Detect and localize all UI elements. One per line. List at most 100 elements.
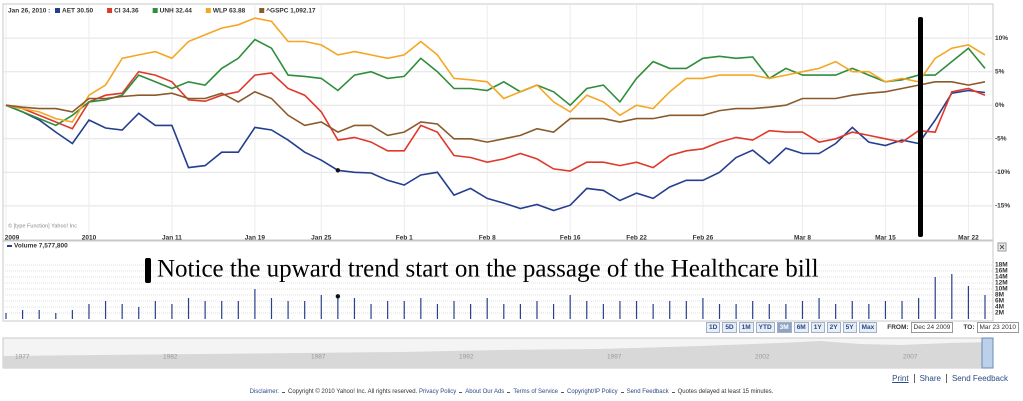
link[interactable]: Send Feedback	[945, 374, 1013, 383]
range-button[interactable]: 2Y	[826, 322, 841, 333]
volume-bar	[353, 298, 356, 319]
range-button[interactable]: 3M	[776, 322, 792, 333]
volume-bar	[221, 301, 223, 319]
annotation-marker	[145, 258, 151, 283]
navigator-years: 1977 1982 1987 1992 1997 2002 2007	[15, 354, 918, 361]
footer-item[interactable]: Privacy Policy	[418, 389, 457, 395]
legend-label: CI 34.36	[114, 8, 139, 15]
close-button[interactable]	[997, 242, 1007, 252]
series-line	[5, 89, 986, 212]
separator	[507, 391, 511, 393]
volume-bar	[967, 286, 970, 319]
volume-bar	[536, 301, 538, 319]
y-tick-label: 8M	[995, 292, 1004, 299]
footer-item[interactable]: About Our Ads	[465, 389, 505, 395]
legend-swatch	[107, 8, 113, 13]
footer-item[interactable]: Send Feedback	[626, 389, 669, 395]
y-tick-label: 10%	[995, 35, 1008, 42]
volume-bar	[752, 301, 754, 319]
range-button[interactable]: YTD	[755, 322, 775, 333]
range-button[interactable]: 6M	[793, 322, 809, 333]
volume-bar	[370, 304, 372, 319]
y-tick-label: 10M	[995, 286, 1008, 293]
legend-label: ^GSPC 1,092.17	[266, 7, 316, 15]
navigator-year: 1982	[163, 354, 178, 361]
y-tick-label: 6M	[995, 298, 1004, 305]
volume-bar	[801, 301, 804, 319]
volume-bar	[121, 304, 123, 319]
from-input[interactable]: Dec 24 2009	[910, 322, 954, 333]
volume-bar	[984, 295, 986, 319]
annotation-bar	[918, 17, 923, 237]
volume-bar	[934, 277, 936, 319]
volume-bar	[835, 304, 837, 319]
links: Print Share Send Feedback	[887, 374, 1013, 383]
volume-bar	[702, 298, 704, 319]
x-tick-label: Feb 1	[396, 235, 413, 242]
separator	[459, 391, 463, 393]
range-button[interactable]: 5D	[722, 322, 737, 333]
range-controls: 1D 5D 1M YTD 3M 6M 1Y 2Y 5Y Max FROM: Dec 24 2009 TO…	[706, 322, 1019, 333]
to-label: TO:	[963, 324, 975, 331]
volume-bar	[685, 301, 687, 319]
footer-item: Quotes delayed at least 15 minutes.	[677, 389, 774, 395]
separator	[671, 391, 675, 393]
separator	[281, 391, 285, 393]
volume-bar	[868, 304, 870, 319]
volume-bar	[237, 301, 239, 319]
range-button[interactable]: Max	[858, 322, 878, 333]
volume-bar	[503, 304, 505, 319]
legend-label: AET 30.50	[62, 8, 93, 15]
volume-bar	[204, 301, 206, 319]
legend-label: WLP 63.88	[213, 8, 246, 15]
range-button[interactable]: 5Y	[842, 322, 857, 333]
to-input[interactable]: Mar 23 2010	[976, 322, 1019, 333]
volume-bar	[851, 301, 853, 319]
y-tick-label: 0%	[995, 102, 1005, 109]
x-tick-label: Jan 25	[311, 235, 332, 242]
footer-item[interactable]: Copyright/IP Policy	[567, 389, 618, 395]
volume-bar	[552, 304, 555, 319]
y-tick-label: -15%	[995, 203, 1010, 210]
volume-bar	[768, 304, 770, 319]
navigator-year: 1977	[15, 354, 30, 361]
link[interactable]: Print	[892, 374, 909, 383]
range-button[interactable]: 1D	[706, 322, 721, 333]
x-tick-label: Jan 19	[245, 235, 266, 242]
volume-bar	[436, 304, 439, 319]
legend-swatch	[7, 245, 12, 247]
volume-bar	[951, 274, 953, 319]
y-tick-label: 12M	[995, 280, 1008, 287]
x-tick-label: Mar 8	[794, 235, 811, 242]
y-tick-label: 2M	[995, 310, 1004, 317]
volume-bar	[104, 301, 107, 319]
y-tick-label: 5%	[995, 68, 1005, 75]
link[interactable]: Share	[913, 374, 946, 383]
series-line	[5, 17, 986, 123]
grid	[3, 5, 993, 314]
separator	[620, 391, 624, 393]
footer-item[interactable]: Terms of Service	[513, 389, 558, 395]
volume-bar	[918, 298, 920, 319]
volume-bar	[470, 304, 472, 319]
volume-bar	[38, 310, 40, 319]
navigator-year: 2007	[903, 354, 918, 361]
x-tick-label: Feb 26	[693, 235, 714, 242]
volume-bar	[171, 304, 173, 319]
footer-item: Copyright © 2010 Yahoo! Inc. All rights …	[287, 389, 418, 395]
x-tick-label: Feb 8	[479, 235, 496, 242]
volume-bar	[652, 304, 654, 319]
volume-panel	[2, 240, 994, 322]
range-button[interactable]: 1Y	[810, 322, 825, 333]
volume-bar	[569, 295, 571, 319]
x-tick-label: 2010	[82, 235, 97, 242]
navigator-window[interactable]	[981, 337, 994, 369]
x-tick-label: Feb 22	[626, 235, 647, 242]
footer-item[interactable]: Disclaimer.	[249, 389, 279, 395]
y-tick-label: 4M	[995, 304, 1004, 311]
header-date: Jan 26, 2010 :	[8, 8, 50, 15]
range-button[interactable]: 1M	[738, 322, 754, 333]
y-tick-label: -10%	[995, 169, 1010, 176]
series-line	[5, 38, 986, 127]
